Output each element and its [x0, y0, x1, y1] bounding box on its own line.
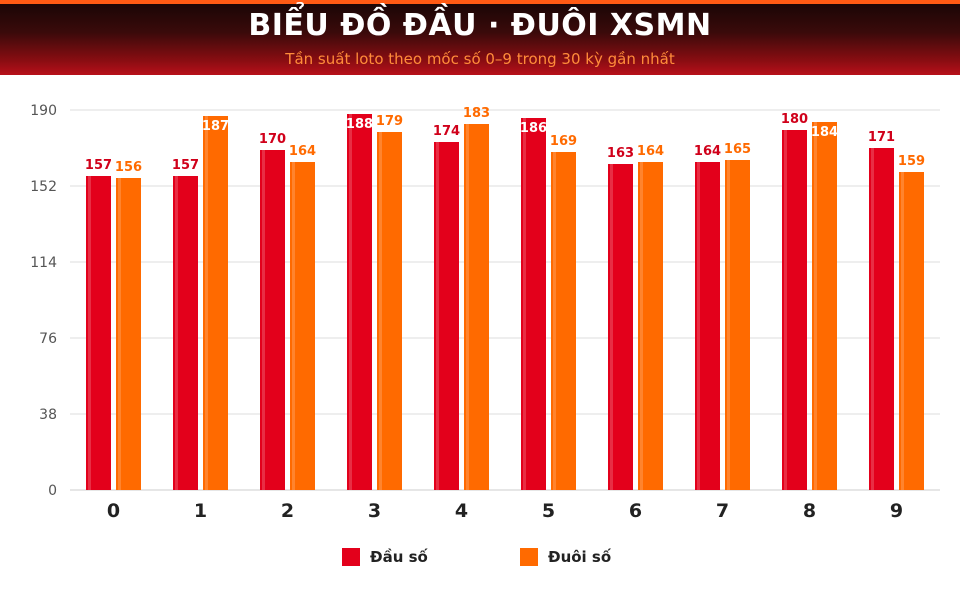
bar-highlight	[205, 116, 208, 490]
data-label-duoi-5: 169	[550, 134, 577, 149]
bar-dau-4[interactable]	[434, 142, 459, 490]
x-tick-labels: 0 1 2 3 4 5 6 7 8 9	[107, 500, 903, 522]
x-tick-label-6: 6	[629, 500, 642, 522]
x-tick-label-8: 8	[803, 500, 816, 522]
chart-title: BIỂU ĐỒ ĐẦU · ĐUÔI XSMN	[248, 8, 712, 43]
data-label-dau-0: 157	[85, 158, 112, 173]
grid-lines	[70, 109, 940, 491]
bar-highlight	[292, 162, 295, 490]
legend-swatch-duoi	[520, 548, 538, 566]
data-label-dau-4: 174	[433, 124, 460, 139]
data-label-dau-3: 188	[346, 117, 373, 132]
x-tick-label-9: 9	[890, 500, 903, 522]
data-label-dau-2: 170	[259, 132, 286, 147]
data-label-duoi-8: 184	[811, 125, 838, 140]
bar-dau-6[interactable]	[608, 164, 633, 490]
legend-label-duoi: Đuôi số	[548, 548, 612, 566]
chart-subtitle: Tần suất loto theo mốc số 0–9 trong 30 k…	[285, 50, 675, 68]
bar-highlight	[640, 162, 643, 490]
data-label-duoi-6: 164	[637, 144, 664, 159]
legend-label-dau: Đầu số	[370, 548, 428, 566]
bar-dau-3[interactable]	[347, 114, 372, 490]
bar-highlight	[901, 172, 904, 490]
y-tick-label: 38	[39, 407, 57, 423]
bar-duoi-7[interactable]	[725, 160, 750, 490]
data-label-duoi-3: 179	[376, 114, 403, 129]
bar-highlight	[379, 132, 382, 490]
bar-duoi-1[interactable]	[203, 116, 228, 490]
bars	[86, 114, 924, 490]
bar-duoi-4[interactable]	[464, 124, 489, 490]
y-tick-label: 114	[30, 255, 57, 271]
bar-dau-5[interactable]	[521, 118, 546, 490]
chart-header: BIỂU ĐỒ ĐẦU · ĐUÔI XSMN Tần suất loto th…	[0, 0, 960, 75]
bar-highlight	[697, 162, 700, 490]
data-label-duoi-1: 187	[202, 119, 229, 134]
bar-duoi-0[interactable]	[116, 178, 141, 490]
bar-dau-2[interactable]	[260, 150, 285, 490]
bar-dau-9[interactable]	[869, 148, 894, 490]
bar-duoi-8[interactable]	[812, 122, 837, 490]
bar-dau-1[interactable]	[173, 176, 198, 490]
x-tick-label-1: 1	[194, 500, 207, 522]
legend-swatch-dau	[342, 548, 360, 566]
data-label-duoi-9: 159	[898, 154, 925, 169]
y-tick-label: 76	[39, 331, 57, 347]
legend-item-dau[interactable]: Đầu số	[342, 545, 428, 569]
bar-duoi-2[interactable]	[290, 162, 315, 490]
bar-highlight	[727, 160, 730, 490]
x-tick-label-3: 3	[368, 500, 381, 522]
bar-highlight	[175, 176, 178, 490]
data-label-duoi-2: 164	[289, 144, 316, 159]
data-label-dau-8: 180	[781, 112, 808, 127]
data-label-duoi-7: 165	[724, 142, 751, 157]
bar-highlight	[610, 164, 613, 490]
bar-highlight	[88, 176, 91, 490]
y-tick-label: 0	[48, 483, 57, 499]
data-label-dau-7: 164	[694, 144, 721, 159]
bar-highlight	[349, 114, 352, 490]
bar-duoi-9[interactable]	[899, 172, 924, 490]
x-tick-label-0: 0	[107, 500, 120, 522]
y-tick-label: 190	[30, 103, 57, 119]
bar-highlight	[553, 152, 556, 490]
bar-duoi-6[interactable]	[638, 162, 663, 490]
data-label-dau-1: 157	[172, 158, 199, 173]
x-tick-label-5: 5	[542, 500, 555, 522]
data-label-dau-9: 171	[868, 130, 895, 145]
y-tick-labels: 0 38 76 114 152 190	[30, 103, 57, 499]
bar-dau-8[interactable]	[782, 130, 807, 490]
bar-highlight	[466, 124, 469, 490]
data-label-dau-5: 186	[520, 121, 547, 136]
bar-highlight	[262, 150, 265, 490]
bar-highlight	[814, 122, 817, 490]
y-tick-label: 152	[30, 179, 57, 195]
bar-duoi-3[interactable]	[377, 132, 402, 490]
data-label-duoi-0: 156	[115, 160, 142, 175]
bar-highlight	[784, 130, 787, 490]
x-tick-label-2: 2	[281, 500, 294, 522]
bar-highlight	[523, 118, 526, 490]
data-label-duoi-4: 183	[463, 106, 490, 121]
data-label-dau-6: 163	[607, 146, 634, 161]
bar-duoi-5[interactable]	[551, 152, 576, 490]
bar-highlight	[118, 178, 121, 490]
bar-highlight	[871, 148, 874, 490]
x-tick-label-7: 7	[716, 500, 729, 522]
legend: Đầu số Đuôi số	[0, 545, 960, 569]
bar-dau-7[interactable]	[695, 162, 720, 490]
x-tick-label-4: 4	[455, 500, 468, 522]
bar-dau-0[interactable]	[86, 176, 111, 490]
bar-highlight	[436, 142, 439, 490]
legend-item-duoi[interactable]: Đuôi số	[520, 545, 611, 569]
